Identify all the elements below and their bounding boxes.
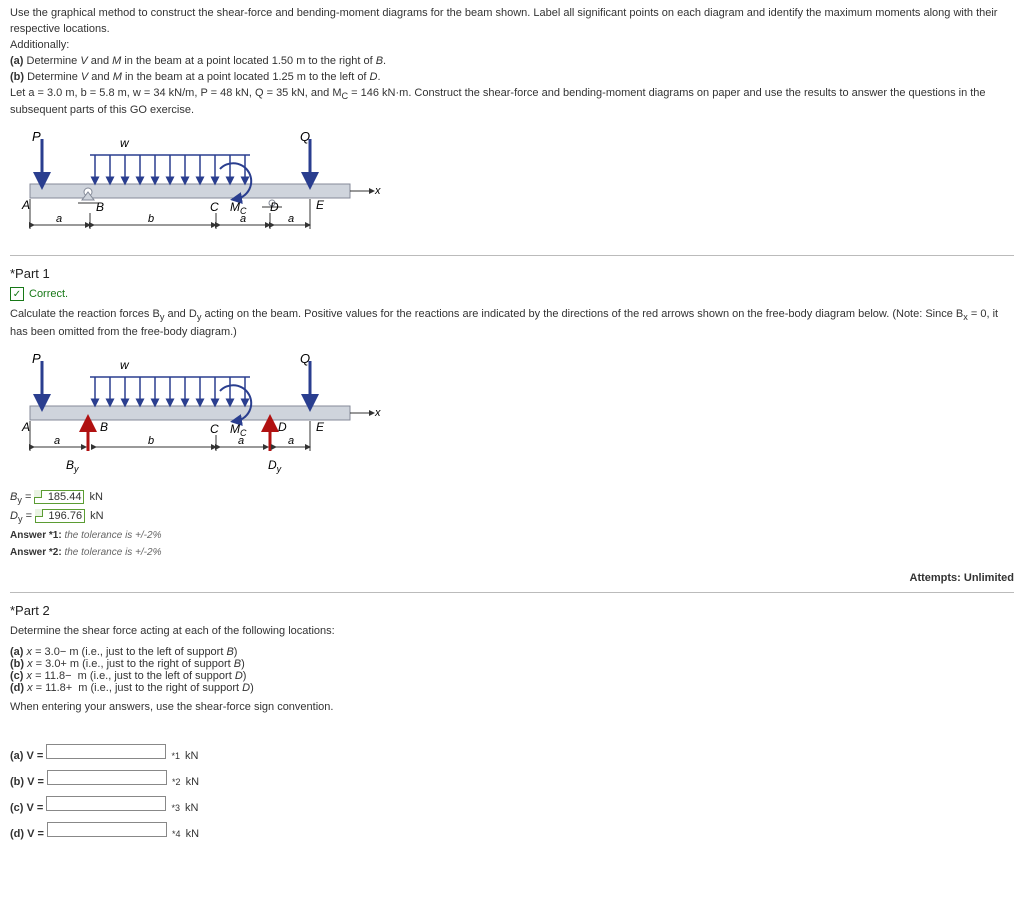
svg-text:a: a <box>238 435 244 447</box>
dy-answer: Dy = 196.76 kN <box>10 509 1014 524</box>
svg-text:w: w <box>120 358 130 372</box>
svg-text:a: a <box>288 435 294 447</box>
svg-text:a: a <box>240 213 246 225</box>
svg-text:C: C <box>210 200 219 214</box>
correct-indicator: ✓ Correct. <box>10 287 1014 301</box>
svg-text:E: E <box>316 420 325 434</box>
beam-figure-2: P w Q x MC By Dy A B C D E a b a a <box>10 351 1014 484</box>
part2-title: *Part 2 <box>10 603 1014 618</box>
by-answer: By = 185.44 kN <box>10 490 1014 505</box>
part2-list: (a) x = 3.0− m (i.e., just to the left o… <box>10 646 1014 694</box>
svg-text:B: B <box>96 200 104 214</box>
intro-b: (b) Determine V and M in the beam at a p… <box>10 70 1014 86</box>
svg-text:x: x <box>374 407 381 419</box>
svg-text:Q: Q <box>300 351 310 366</box>
check-icon: ✓ <box>10 287 24 301</box>
intro-line2: Additionally: <box>10 38 1014 54</box>
svg-text:By: By <box>66 458 79 474</box>
svg-text:a: a <box>54 435 60 447</box>
svg-text:A: A <box>21 420 30 434</box>
correct-label: Correct. <box>29 288 68 300</box>
dy-value-box[interactable]: 196.76 <box>35 509 85 523</box>
svg-text:E: E <box>316 198 325 212</box>
intro-line1: Use the graphical method to construct th… <box>10 6 1014 38</box>
svg-text:P: P <box>32 129 41 144</box>
svg-text:x: x <box>374 185 381 197</box>
attempts-label: Attempts: Unlimited <box>10 572 1014 584</box>
beam-figure-1: P w Q x MC A B C D E a b a a <box>10 129 1014 247</box>
svg-text:B: B <box>100 420 108 434</box>
part2-note: When entering your answers, use the shea… <box>10 700 1014 716</box>
input-va[interactable] <box>46 744 166 759</box>
answer-row-c: (c) V = *3 kN <box>10 796 1014 814</box>
answer-note-2: Answer *2: the tolerance is +/-2% <box>10 547 1014 558</box>
part1-title: *Part 1 <box>10 266 1014 281</box>
svg-text:Q: Q <box>300 129 310 144</box>
answer-row-b: (b) V = *2 kN <box>10 770 1014 788</box>
svg-text:Dy: Dy <box>268 458 282 474</box>
part1-text: Calculate the reaction forces By and Dy … <box>10 307 1014 340</box>
svg-text:b: b <box>148 435 154 447</box>
svg-text:C: C <box>210 422 219 436</box>
svg-text:D: D <box>278 420 287 434</box>
svg-text:a: a <box>288 213 294 225</box>
svg-text:w: w <box>120 136 130 150</box>
intro-let: Let a = 3.0 m, b = 5.8 m, w = 34 kN/m, P… <box>10 86 1014 119</box>
svg-text:D: D <box>270 200 279 214</box>
svg-text:b: b <box>148 213 154 225</box>
input-vd[interactable] <box>47 822 167 837</box>
input-vc[interactable] <box>46 796 166 811</box>
svg-text:A: A <box>21 198 30 212</box>
problem-statement: Use the graphical method to construct th… <box>10 6 1014 119</box>
answer-row-a: (a) V = *1 kN <box>10 744 1014 762</box>
input-vb[interactable] <box>47 770 167 785</box>
by-value-box[interactable]: 185.44 <box>34 490 84 504</box>
part2-lead: Determine the shear force acting at each… <box>10 624 1014 640</box>
answer-note-1: Answer *1: the tolerance is +/-2% <box>10 530 1014 541</box>
intro-a: (a) Determine V and M in the beam at a p… <box>10 54 1014 70</box>
svg-text:P: P <box>32 351 41 366</box>
answer-row-d: (d) V = *4 kN <box>10 822 1014 840</box>
svg-text:a: a <box>56 213 62 225</box>
